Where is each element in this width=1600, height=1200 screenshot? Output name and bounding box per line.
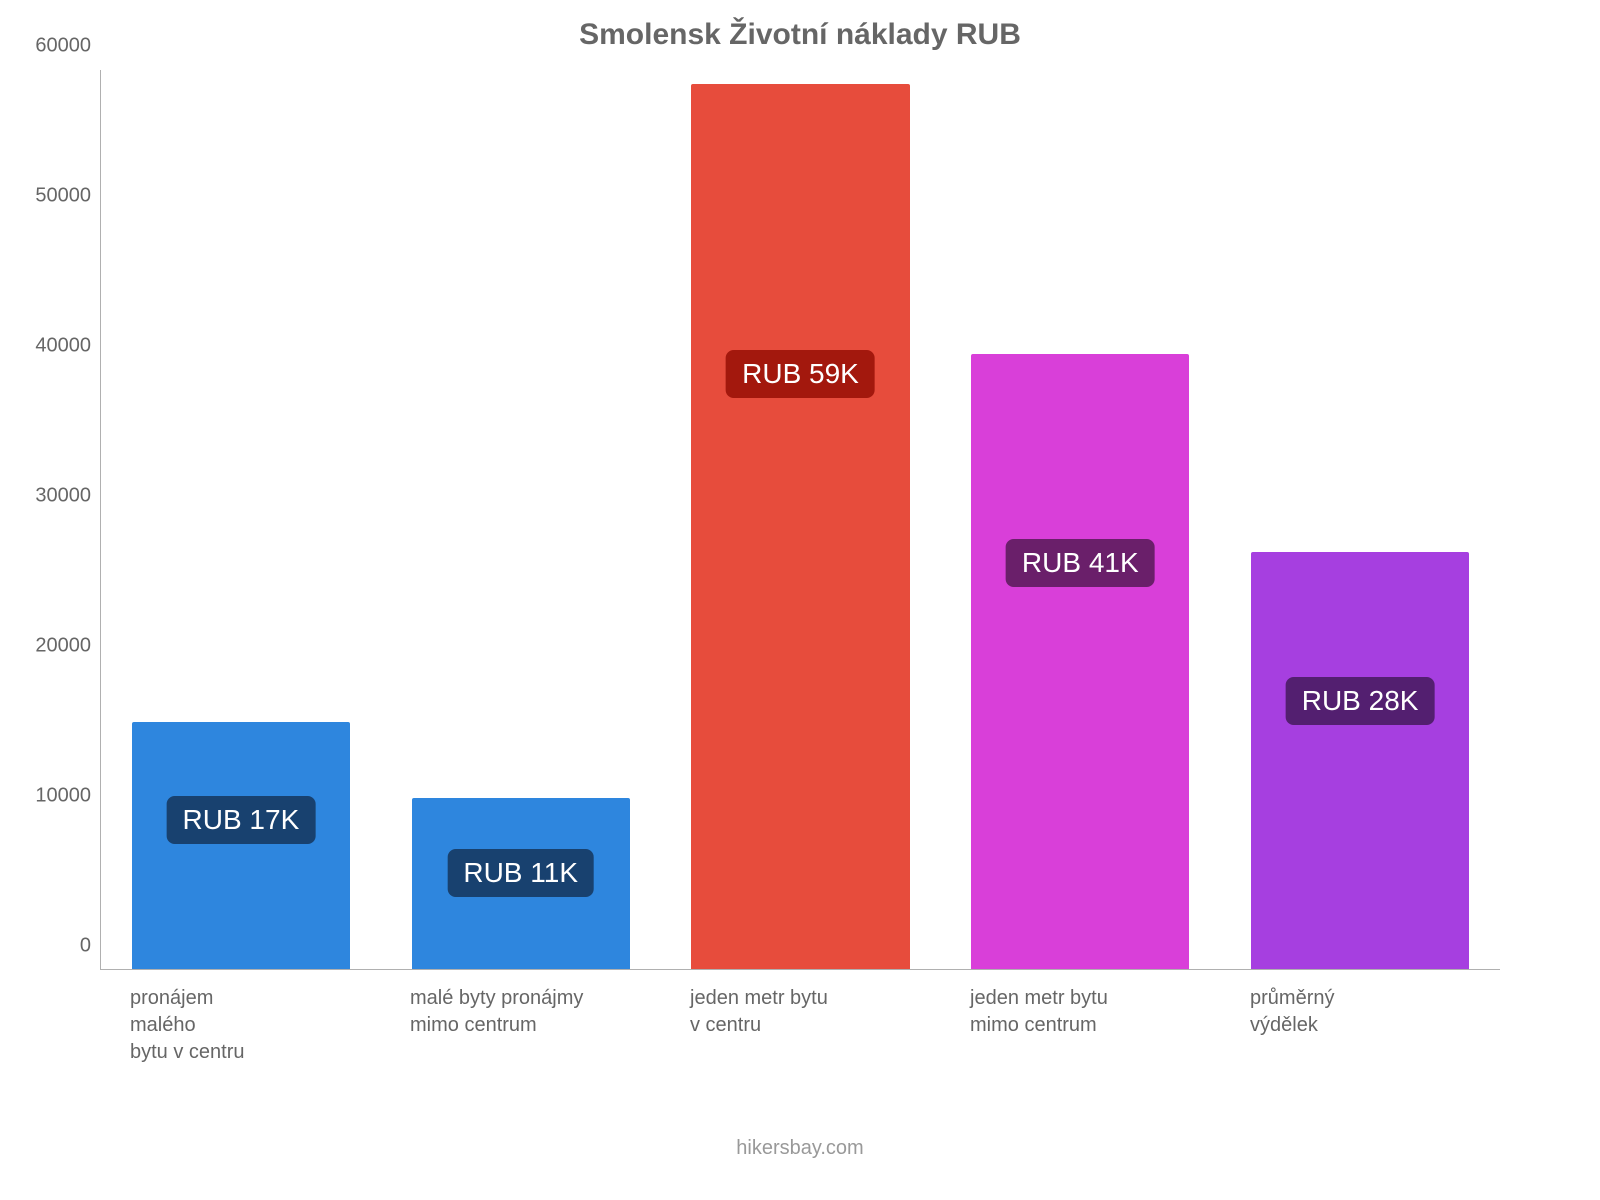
y-tick-label: 0 — [21, 935, 91, 958]
chart-title: Smolensk Životní náklady RUB — [0, 18, 1600, 52]
bar-value-badge: RUB 17K — [167, 796, 316, 844]
x-tick-label: pronájem malého bytu v centru — [100, 985, 380, 1066]
plot-area: RUB 17KRUB 11KRUB 59KRUB 41KRUB 28K 0100… — [100, 70, 1500, 970]
bar-column: RUB 41K — [940, 70, 1220, 969]
bar: RUB 11K — [412, 798, 630, 969]
bar-column: RUB 11K — [381, 70, 661, 969]
x-tick-label: jeden metr bytu mimo centrum — [940, 985, 1220, 1066]
y-tick-label: 60000 — [21, 35, 91, 58]
x-tick-label: jeden metr bytu v centru — [660, 985, 940, 1066]
y-tick-label: 40000 — [21, 335, 91, 358]
x-tick-label: průměrný výdělek — [1220, 985, 1500, 1066]
bar: RUB 28K — [1251, 552, 1469, 969]
y-tick-label: 10000 — [21, 785, 91, 808]
y-tick-label: 50000 — [21, 185, 91, 208]
bar: RUB 59K — [691, 84, 909, 969]
bar-column: RUB 59K — [661, 70, 941, 969]
bar-value-badge: RUB 59K — [726, 350, 875, 398]
x-axis-labels: pronájem malého bytu v centrumalé byty p… — [100, 985, 1500, 1066]
bar-column: RUB 28K — [1220, 70, 1500, 969]
bar: RUB 41K — [971, 354, 1189, 969]
y-tick-label: 30000 — [21, 485, 91, 508]
y-tick-label: 20000 — [21, 635, 91, 658]
x-tick-label: malé byty pronájmy mimo centrum — [380, 985, 660, 1066]
bar-value-badge: RUB 41K — [1006, 539, 1155, 587]
bars-group: RUB 17K RUB 11K RUB 59K RUB 41K RUB 28K — [101, 70, 1500, 969]
bar-value-badge: RUB 11K — [447, 849, 594, 897]
chart-container: Smolensk Životní náklady RUB RUB 17KRUB … — [0, 0, 1600, 1200]
bar-column: RUB 17K — [101, 70, 381, 969]
bar: RUB 17K — [132, 722, 350, 970]
chart-footer: hikersbay.com — [0, 1137, 1600, 1160]
bar-value-badge: RUB 28K — [1286, 677, 1435, 725]
